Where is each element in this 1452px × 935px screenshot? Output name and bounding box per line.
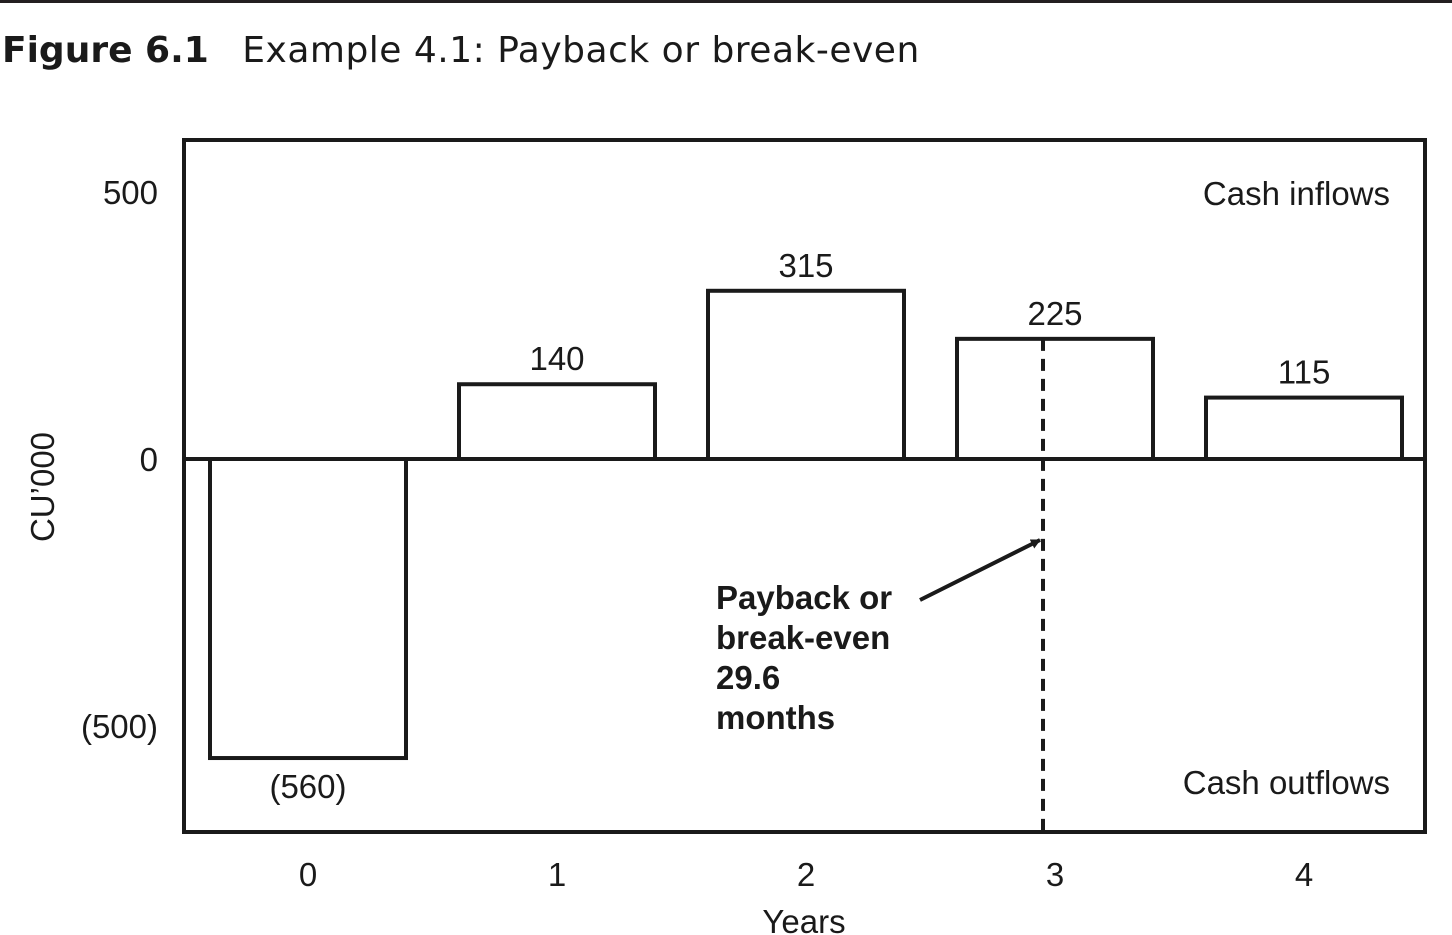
payback-annotation-line: 29.6 [716,659,780,696]
payback-annotation-line: months [716,699,835,736]
y-tick-labels: 500 0 (500) [81,174,158,745]
payback-annotation-line: Payback or [716,579,892,616]
bar-value-label: 225 [1027,295,1082,332]
x-tick-label: 2 [797,856,815,893]
x-axis-title: Years [762,903,845,935]
x-tick-label: 1 [548,856,566,893]
figure-label: Figure 6.1 [2,30,209,71]
plot-frame [182,138,1427,834]
y-axis-title: CU’000 [24,432,61,542]
x-tick-label: 4 [1295,856,1313,893]
bar-labels-group: (560) 140 315 225 115 [269,247,1330,805]
payback-annotation-line: break-even [716,619,890,656]
y-tick-label: 500 [103,174,158,211]
bar-value-label: 315 [778,247,833,284]
bar-year-1 [457,382,657,461]
cash-inflows-label: Cash inflows [1203,175,1390,212]
x-tick-label: 3 [1046,856,1064,893]
bar-year-4 [1204,395,1404,461]
bar-value-label: (560) [269,768,346,805]
top-rule [0,0,1452,3]
x-tick-labels: 0 1 2 3 4 [299,856,1313,893]
figure-title: Figure 6.1 Example 4.1: Payback or break… [2,30,920,71]
y-tick-label: (500) [81,708,158,745]
bar-year-2 [706,288,906,462]
bar-year-0 [208,457,408,761]
bar-value-label: 115 [1278,354,1331,391]
x-tick-label: 0 [299,856,317,893]
figure-caption: Example 4.1: Payback or break-even [242,30,920,71]
y-tick-label: 0 [140,441,158,478]
cash-outflows-label: Cash outflows [1183,764,1390,801]
payback-annotation: Payback or break-even 29.6 months [716,579,901,736]
bars-group [208,288,1404,761]
payback-arrow [919,538,1041,602]
bar-year-3 [955,336,1155,462]
bar-value-label: 140 [529,340,584,377]
